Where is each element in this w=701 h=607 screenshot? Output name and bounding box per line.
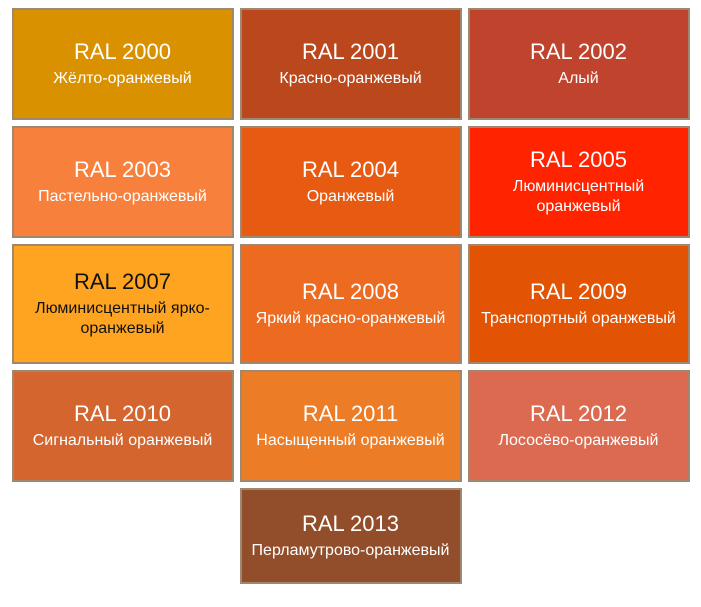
swatch-ral-2007: RAL 2007 Люминисцентный ярко-оранжевый bbox=[12, 244, 234, 364]
swatch-ral-2005: RAL 2005 Люминисцентный оранжевый bbox=[468, 126, 690, 238]
swatch-code: RAL 2009 bbox=[530, 279, 627, 305]
swatch-code: RAL 2013 bbox=[302, 511, 399, 537]
swatch-name: Красно-оранжевый bbox=[279, 69, 421, 89]
swatch-name: Оранжевый bbox=[307, 187, 395, 207]
swatch-code: RAL 2005 bbox=[530, 147, 627, 173]
color-palette-grid: RAL 2000 Жёлто-оранжевый RAL 2001 Красно… bbox=[8, 8, 693, 482]
swatch-code: RAL 2008 bbox=[302, 279, 399, 305]
swatch-ral-2003: RAL 2003 Пастельно-оранжевый bbox=[12, 126, 234, 238]
swatch-ral-2001: RAL 2001 Красно-оранжевый bbox=[240, 8, 462, 120]
swatch-ral-2013: RAL 2013 Перламутрово-оранжевый bbox=[240, 488, 462, 584]
swatch-ral-2004: RAL 2004 Оранжевый bbox=[240, 126, 462, 238]
swatch-code: RAL 2012 bbox=[530, 401, 627, 427]
swatch-code: RAL 2004 bbox=[302, 157, 399, 183]
swatch-ral-2008: RAL 2008 Яркий красно-оранжевый bbox=[240, 244, 462, 364]
swatch-code: RAL 2003 bbox=[74, 157, 171, 183]
swatch-name: Сигнальный оранжевый bbox=[33, 431, 213, 451]
swatch-ral-2012: RAL 2012 Лососёво-оранжевый bbox=[468, 370, 690, 482]
swatch-ral-2010: RAL 2010 Сигнальный оранжевый bbox=[12, 370, 234, 482]
swatch-ral-2002: RAL 2002 Алый bbox=[468, 8, 690, 120]
swatch-code: RAL 2010 bbox=[74, 401, 171, 427]
swatch-name: Люминисцентный ярко-оранжевый bbox=[20, 299, 226, 339]
swatch-code: RAL 2000 bbox=[74, 39, 171, 65]
swatch-name: Насыщенный оранжевый bbox=[256, 431, 444, 451]
swatch-code: RAL 2011 bbox=[303, 401, 398, 427]
swatch-code: RAL 2007 bbox=[74, 269, 171, 295]
swatch-name: Перламутрово-оранжевый bbox=[252, 541, 450, 561]
swatch-name: Люминисцентный оранжевый bbox=[476, 177, 682, 217]
swatch-ral-2009: RAL 2009 Транспортный оранжевый bbox=[468, 244, 690, 364]
swatch-name: Жёлто-оранжевый bbox=[53, 69, 191, 89]
swatch-ral-2011: RAL 2011 Насыщенный оранжевый bbox=[240, 370, 462, 482]
swatch-code: RAL 2002 bbox=[530, 39, 627, 65]
color-palette-last-row: RAL 2013 Перламутрово-оранжевый bbox=[8, 488, 693, 584]
swatch-name: Яркий красно-оранжевый bbox=[256, 309, 446, 329]
swatch-name: Алый bbox=[558, 69, 598, 89]
swatch-name: Пастельно-оранжевый bbox=[38, 187, 207, 207]
swatch-name: Транспортный оранжевый bbox=[481, 309, 676, 329]
swatch-code: RAL 2001 bbox=[302, 39, 399, 65]
swatch-name: Лососёво-оранжевый bbox=[499, 431, 659, 451]
swatch-ral-2000: RAL 2000 Жёлто-оранжевый bbox=[12, 8, 234, 120]
